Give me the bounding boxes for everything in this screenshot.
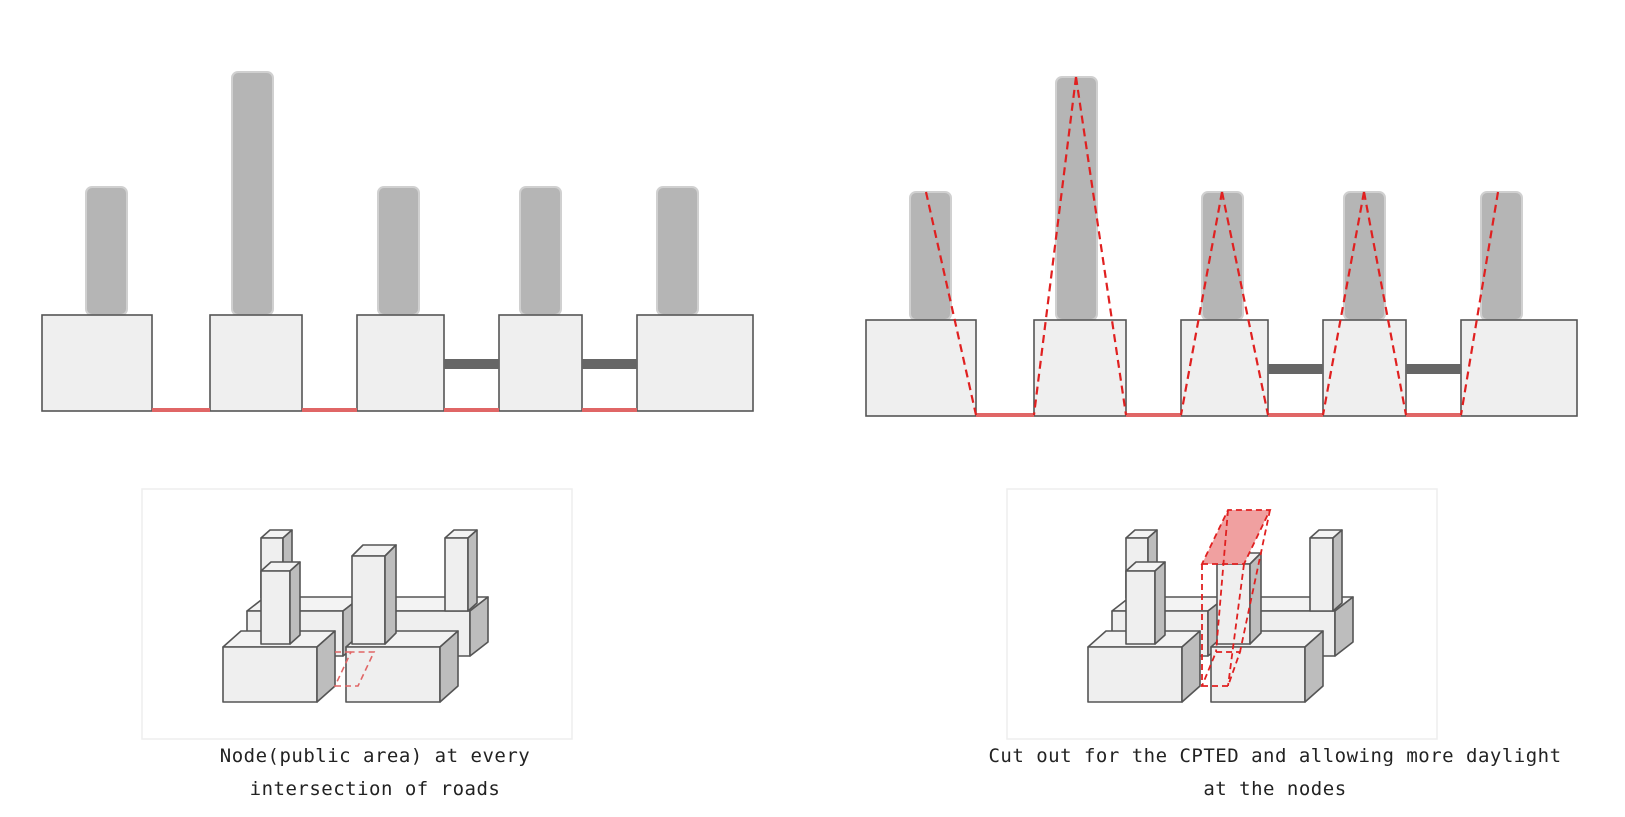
right-section-elevation xyxy=(865,76,1578,417)
tower-r5 xyxy=(1480,191,1523,321)
tower-3 xyxy=(377,186,420,316)
right-axonometric xyxy=(1006,488,1438,740)
axo-frame-right xyxy=(1006,488,1438,740)
left-section-elevation xyxy=(41,71,754,412)
bridge-1 xyxy=(444,359,499,369)
base-r3 xyxy=(1180,319,1269,417)
axo-cut-volume xyxy=(1200,509,1272,687)
axo-tower-back-right xyxy=(444,529,478,612)
caption-right: Cut out for the CPTED and allowing more … xyxy=(955,740,1595,806)
tower-1 xyxy=(85,186,128,316)
base-r1 xyxy=(865,319,977,417)
axo-r-base-front-left xyxy=(1087,630,1201,703)
axo-frame-left xyxy=(141,488,573,740)
axo-node-outline xyxy=(333,651,376,687)
caption-right-line2: at the nodes xyxy=(1203,778,1347,800)
bridge-r1 xyxy=(1268,364,1323,374)
tower-r4 xyxy=(1343,191,1386,321)
axo-tower-center xyxy=(351,544,397,645)
axo-base-front-right xyxy=(345,630,459,703)
base-r5 xyxy=(1460,319,1578,417)
base-4 xyxy=(498,314,583,412)
base-3 xyxy=(356,314,445,412)
daylight-cut-lines xyxy=(924,76,1500,416)
base-5 xyxy=(636,314,754,412)
tower-2 xyxy=(231,71,274,316)
tower-r2 xyxy=(1055,76,1098,321)
base-1 xyxy=(41,314,153,412)
axo-r-tower-back-right xyxy=(1309,529,1343,612)
base-r4 xyxy=(1322,319,1407,417)
axo-r-tower-front-left xyxy=(1125,561,1166,645)
bridge-2 xyxy=(582,359,637,369)
base-r2 xyxy=(1033,319,1127,417)
caption-left-line2: intersection of roads xyxy=(249,778,501,800)
base-2 xyxy=(209,314,303,412)
axo-tower-front-left xyxy=(260,561,301,645)
tower-4 xyxy=(519,186,562,316)
caption-left: Node(public area) at every intersection o… xyxy=(185,740,565,806)
caption-right-line1: Cut out for the CPTED and allowing more … xyxy=(988,745,1562,767)
caption-left-line1: Node(public area) at every xyxy=(219,745,531,767)
tower-5 xyxy=(656,186,699,316)
left-axonometric xyxy=(141,488,573,740)
tower-r3 xyxy=(1201,191,1244,321)
axo-r-tower-center-cut xyxy=(1216,552,1262,645)
bridge-r2 xyxy=(1406,364,1461,374)
